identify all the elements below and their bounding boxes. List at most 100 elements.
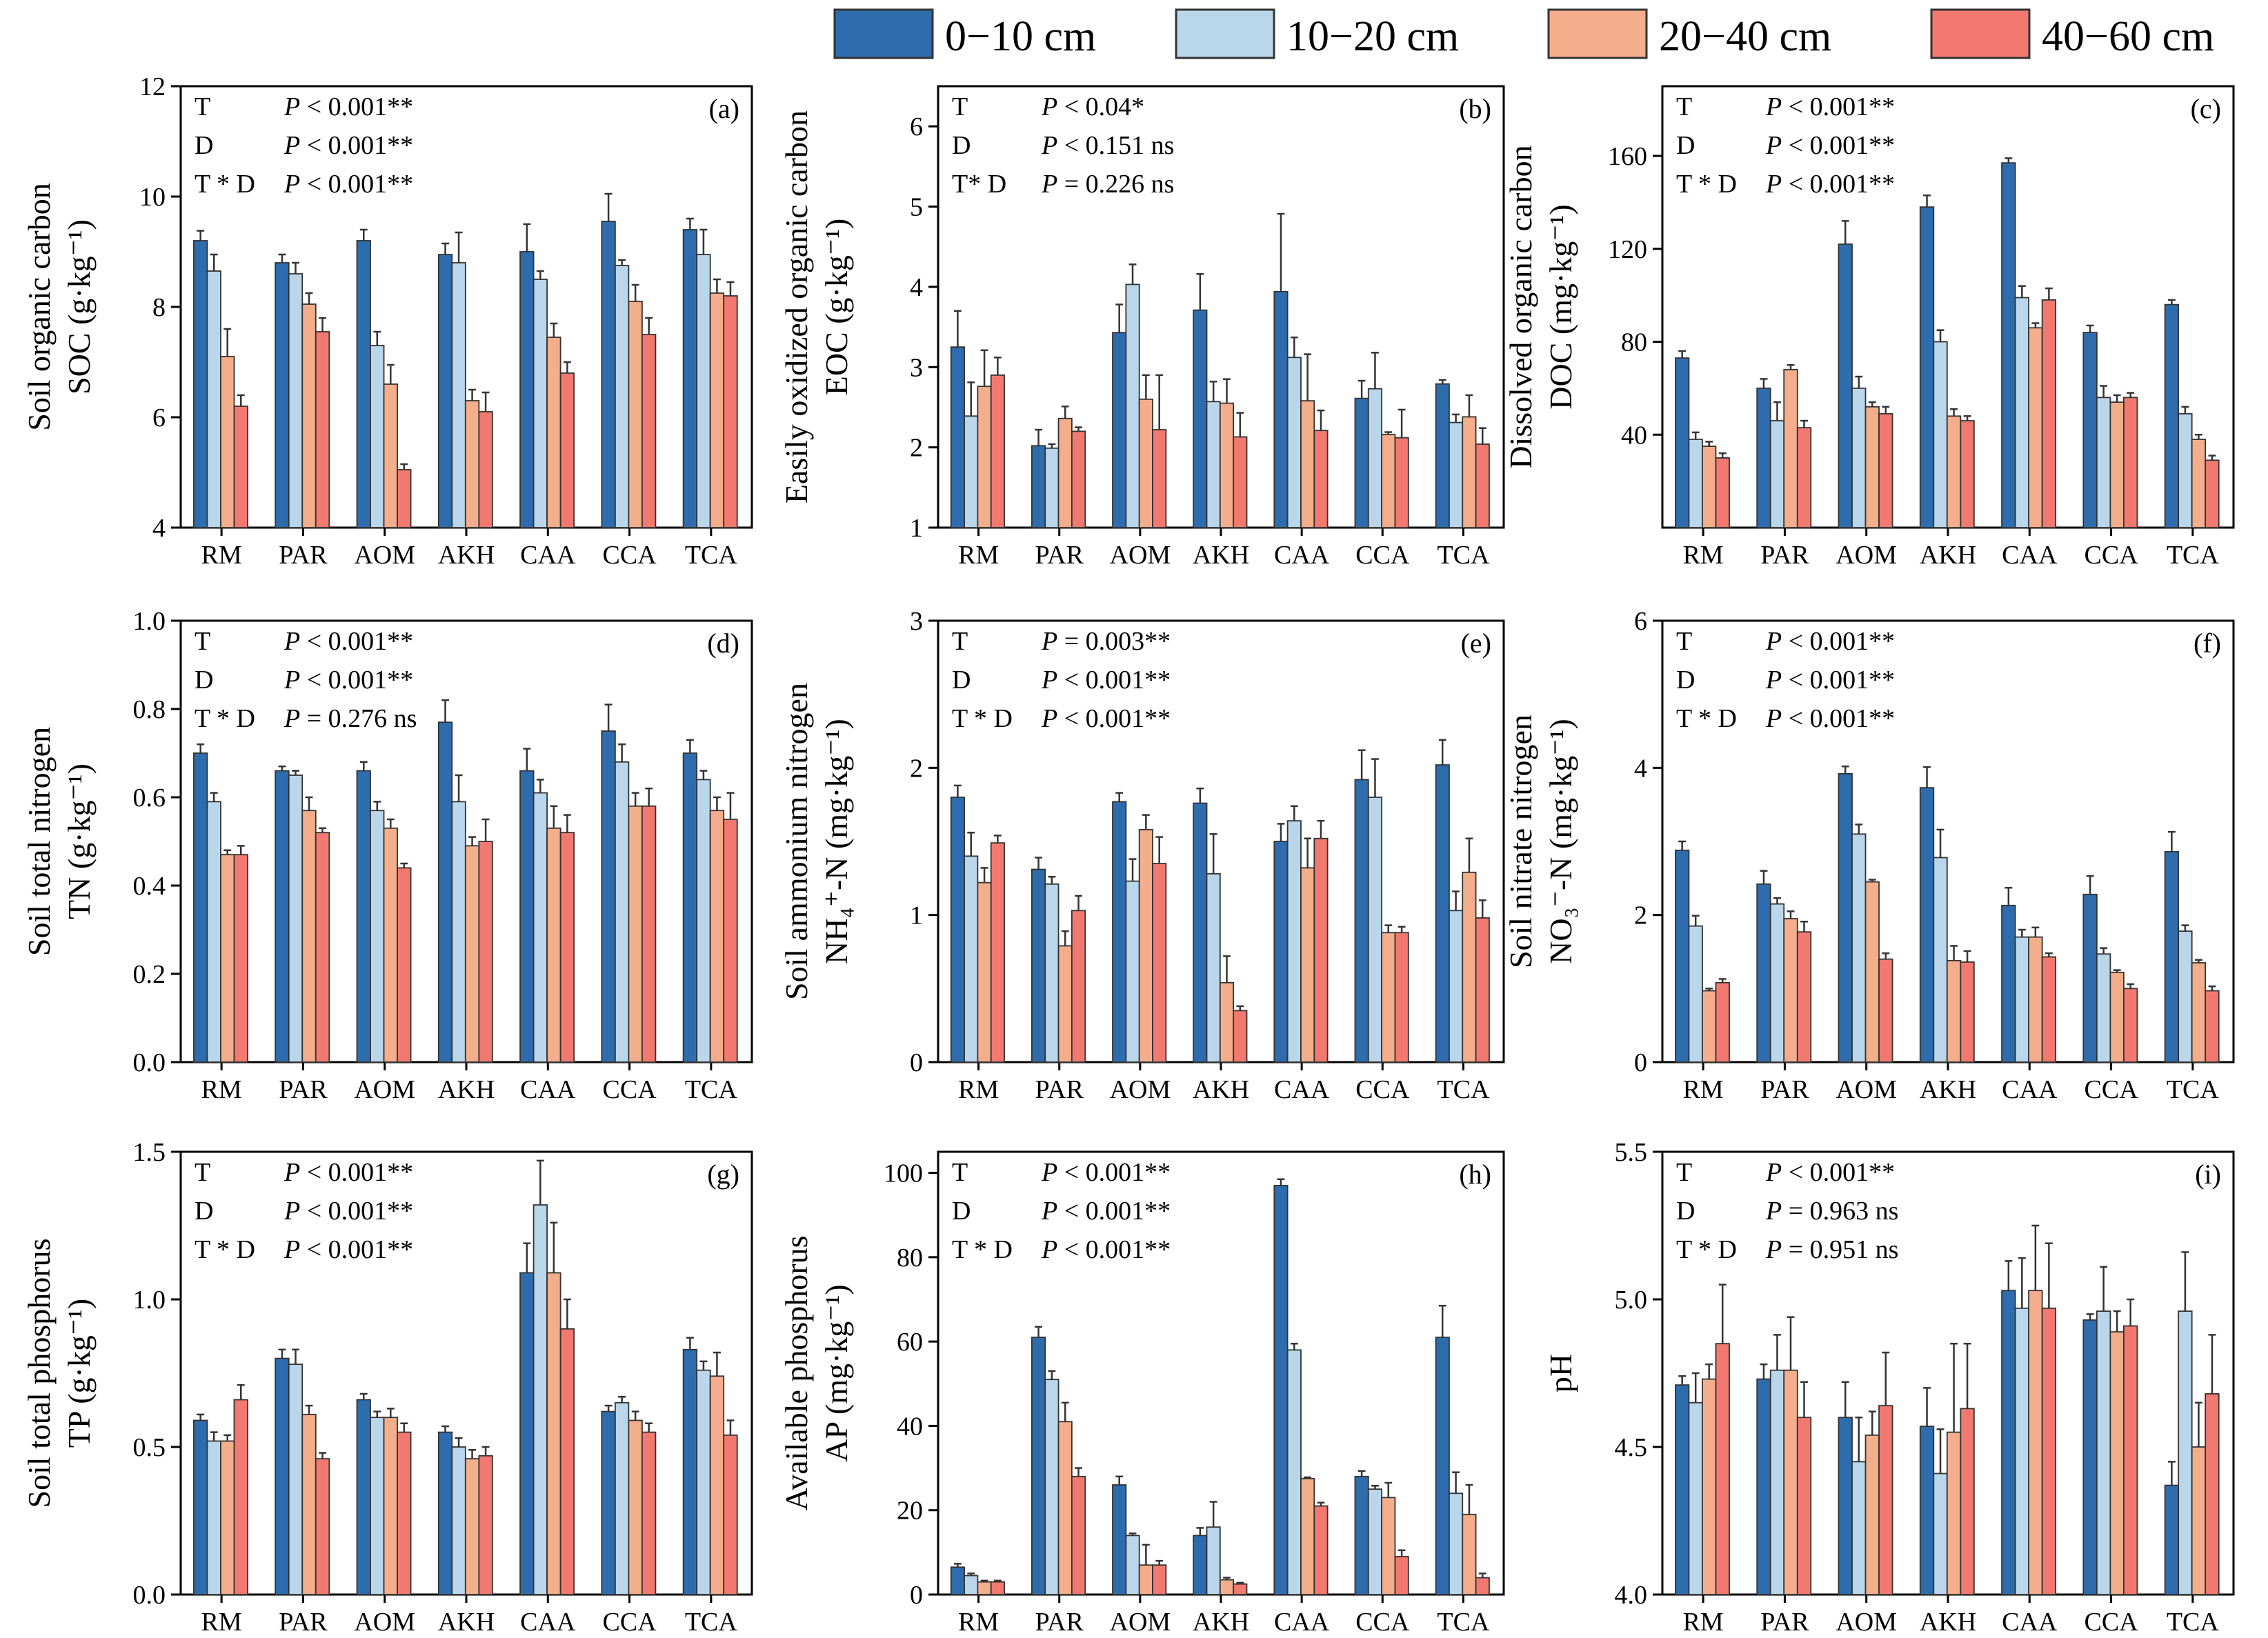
bar-CCA-s3 <box>2123 988 2138 1063</box>
bar-PAR-s1 <box>1044 1379 1060 1595</box>
stat-factor-label: T <box>952 92 968 121</box>
bar-AOM-s3 <box>397 469 412 528</box>
bar-CAA-s3 <box>1313 1505 1329 1595</box>
stat-p-rest: < 0.001** <box>300 170 413 199</box>
y-tick-label: 6 <box>910 112 923 141</box>
bar-TCA-s3 <box>2205 459 2220 528</box>
x-tick-label-RM: RM <box>958 1075 999 1104</box>
y-tick-label: 40 <box>897 1412 923 1441</box>
bar-TCA-s0 <box>2164 1484 2180 1595</box>
x-tick-label-RM: RM <box>1683 1608 1724 1637</box>
stat-value: P < 0.001** <box>284 666 413 695</box>
bar-RM-s3 <box>1715 1343 1730 1595</box>
bar-CAA-s0 <box>1273 290 1289 528</box>
bar-CCA-s1 <box>2096 1310 2111 1595</box>
y-tick-label: 5.5 <box>1615 1138 1648 1167</box>
y-axis-label-line1: Soil total nitrogen <box>21 727 57 956</box>
y-axis-label-line1: Easily oxidized organic carbon <box>779 110 814 503</box>
bar-TCA-s0 <box>2164 303 2180 528</box>
bar-PAR-s0 <box>1031 445 1046 528</box>
bar-PAR-s2 <box>1783 369 1798 528</box>
stat-p-rest: < 0.001** <box>1782 92 1895 121</box>
x-tick-label-PAR: PAR <box>279 1075 328 1104</box>
bar-AKH-s3 <box>1960 420 1975 528</box>
bar-CAA-s2 <box>546 337 561 528</box>
y-axis-label-line2: DOC (mg·kg⁻¹) <box>1543 204 1578 409</box>
bar-TCA-s1 <box>2178 930 2193 1063</box>
x-tick-label-TCA: TCA <box>2167 541 2220 570</box>
x-tick-label-AOM: AOM <box>1836 541 1897 570</box>
legend-swatch-2 <box>1547 8 1648 59</box>
stat-p-rest: < 0.001** <box>1057 1158 1171 1187</box>
stat-p-symbol: P <box>1765 1158 1782 1187</box>
bar-AKH-s0 <box>437 254 453 528</box>
stat-factor-label: T <box>195 1158 210 1187</box>
y-tick-label: 120 <box>1608 235 1647 264</box>
y-axis-label-line2: NH₄⁺-N (mg·kg⁻¹) <box>819 719 854 964</box>
bar-AOM-s0 <box>1838 1417 1853 1595</box>
bar-RM-s3 <box>990 1581 1005 1595</box>
bar-AKH-s0 <box>1919 1426 1935 1595</box>
bar-TCA-s0 <box>2164 851 2180 1063</box>
stat-factor-label: T <box>952 1158 968 1187</box>
bar-PAR-s2 <box>1783 1369 1798 1595</box>
x-tick-label-AKH: AKH <box>438 1075 495 1104</box>
bar-CCA-s1 <box>614 265 630 528</box>
stat-p-symbol: P <box>284 627 300 656</box>
stat-p-symbol: P <box>1765 704 1782 733</box>
bar-RM-s0 <box>193 240 208 528</box>
legend-label-2: 20−40 cm <box>1659 13 1831 60</box>
bar-AKH-s2 <box>1946 1431 1962 1595</box>
bar-CAA-s1 <box>533 792 548 1063</box>
legend-label-0: 0−10 cm <box>945 13 1096 60</box>
bar-AOM-s2 <box>1138 829 1153 1063</box>
stat-p-rest: = 0.003** <box>1057 627 1171 656</box>
bar-AKH-s1 <box>1206 401 1221 528</box>
stat-p-rest: < 0.001** <box>1057 1235 1171 1264</box>
bar-CAA-s1 <box>1286 357 1302 528</box>
bar-PAR-s0 <box>1031 1337 1046 1595</box>
bar-CAA-s2 <box>1300 1477 1315 1595</box>
y-tick-label: 1.0 <box>133 607 166 636</box>
bar-AKH-s0 <box>1193 309 1208 528</box>
y-tick-label: 2 <box>1634 901 1647 930</box>
x-tick-label-TCA: TCA <box>1437 1075 1490 1104</box>
stat-p-rest: < 0.001** <box>300 666 413 695</box>
bar-AKH-s1 <box>451 1446 466 1595</box>
stat-p-rest: < 0.001** <box>1782 131 1895 160</box>
x-tick-label-AOM: AOM <box>1836 1075 1897 1104</box>
bar-AKH-s2 <box>1946 959 1962 1063</box>
bar-CCA-s1 <box>2096 953 2111 1063</box>
bar-AOM-s0 <box>356 240 371 528</box>
bar-CAA-s3 <box>1313 430 1329 528</box>
bar-CAA-s2 <box>2028 327 2043 528</box>
stat-value: P < 0.001** <box>284 1197 413 1226</box>
bar-CAA-s3 <box>2041 299 2057 528</box>
stat-value: P < 0.001** <box>1765 627 1895 656</box>
bar-PAR-s1 <box>288 1364 304 1595</box>
x-tick-label-AKH: AKH <box>1920 1075 1976 1104</box>
bar-PAR-s3 <box>1796 1417 1812 1595</box>
bar-CAA-s3 <box>559 1328 575 1595</box>
bar-RM-s1 <box>964 855 979 1063</box>
stat-p-symbol: P <box>1041 627 1057 656</box>
stat-p-symbol: P <box>284 1197 300 1226</box>
y-axis-label-line2: AP (mg·kg⁻¹) <box>819 1284 854 1461</box>
stat-factor-label: T <box>952 627 968 656</box>
bar-TCA-s0 <box>1435 1337 1450 1595</box>
bar-RM-s1 <box>1688 925 1703 1063</box>
bar-CAA-s1 <box>1286 820 1302 1063</box>
panel-label-d: (d) <box>707 628 739 659</box>
bar-AOM-s0 <box>1112 801 1127 1063</box>
bar-CCA-s0 <box>601 1410 616 1595</box>
stat-value: P < 0.001** <box>1765 170 1895 199</box>
x-tick-label-RM: RM <box>201 1608 242 1637</box>
x-tick-label-AKH: AKH <box>438 541 495 570</box>
panel-b: 1 2 3 4 5 6 Easily oxidized organic carbon EOC … <box>779 85 1505 570</box>
y-tick-label: 1 <box>910 901 923 930</box>
bar-AOM-s2 <box>1864 1434 1880 1595</box>
bar-CAA-s2 <box>1300 400 1315 528</box>
bar-RM-s3 <box>990 842 1005 1063</box>
bar-RM-s3 <box>233 406 248 528</box>
bar-AOM-s1 <box>1125 283 1140 528</box>
